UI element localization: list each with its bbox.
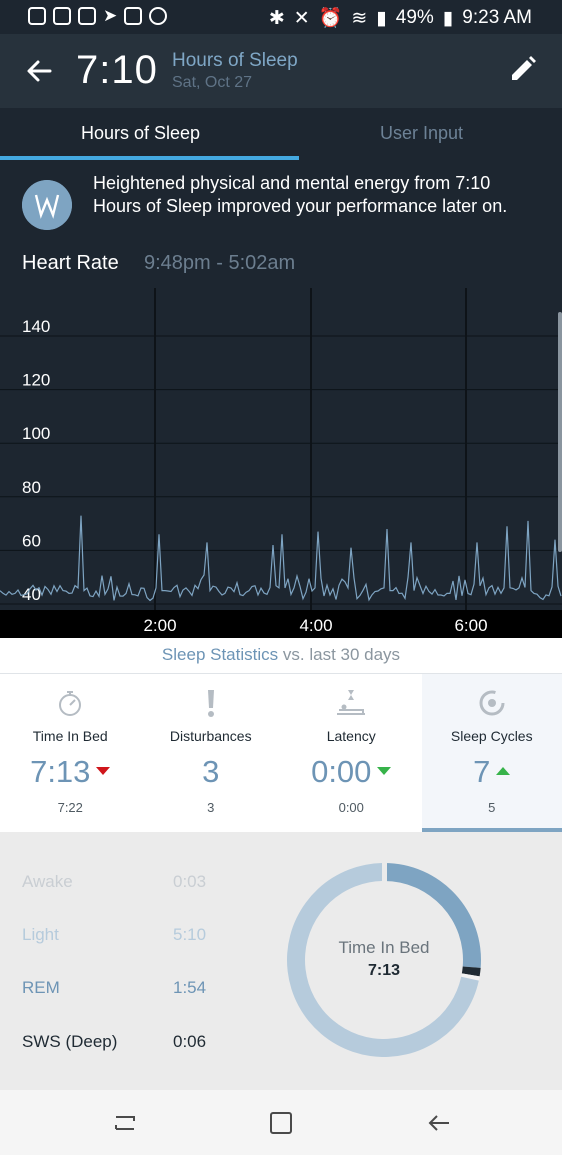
- stat-label: Latency: [326, 728, 376, 744]
- insight-text: Heightened physical and mental energy fr…: [93, 173, 508, 216]
- edit-pencil-icon[interactable]: [508, 54, 538, 84]
- heart-rate-line: [0, 515, 562, 602]
- wifi-icon: ≋: [351, 7, 368, 29]
- chart-scrollbar[interactable]: [558, 312, 562, 552]
- back-arrow-icon[interactable]: [22, 54, 56, 88]
- stat-value: 7: [422, 754, 562, 790]
- hourglass-bed-icon: [337, 690, 366, 715]
- stage-label: Awake: [22, 872, 73, 891]
- stat-compare: 3: [207, 800, 215, 815]
- clock: 9:23 AM: [462, 7, 532, 28]
- instagram-icon: [53, 7, 71, 25]
- trend-up-icon: [496, 766, 511, 775]
- stat-value: 0:00: [281, 754, 422, 790]
- mute-icon: ✕: [293, 7, 310, 29]
- sleep-duration: 7:10: [76, 48, 158, 92]
- stat-time-in-bed[interactable]: Time In Bed 7:13 7:22: [0, 674, 141, 832]
- chart-x-tick-label: 6:00: [454, 616, 487, 635]
- stat-value-text: 7:13: [30, 754, 91, 789]
- donut-gap: [382, 852, 387, 882]
- stage-value: 1:54: [173, 978, 207, 997]
- sleep-statistics-subtitle: vs. last 30 days: [282, 645, 401, 664]
- chart-x-tick-label: 2:00: [143, 616, 176, 635]
- stage-label: Light: [22, 925, 59, 944]
- instagram-icon: [28, 7, 46, 25]
- signal-icon: ▮: [376, 7, 387, 29]
- sleep-stage-donut[interactable]: [276, 852, 492, 1068]
- do-not-disturb-icon: [149, 7, 168, 25]
- back-icon[interactable]: [424, 1108, 454, 1138]
- stage-label: REM: [22, 978, 60, 997]
- insight-card: Heightened physical and mental energy fr…: [0, 160, 562, 250]
- chart-y-tick-label: 60: [22, 531, 41, 550]
- chart-x-axis-band: [0, 610, 562, 638]
- status-bar: ➤ ✱ ✕ ⏰ ≋ ▮ 49% ▮ 9:23 AM: [0, 0, 562, 34]
- exclamation-icon: [207, 690, 214, 717]
- stage-value: 5:10: [173, 925, 207, 944]
- tab-user-input[interactable]: User Input: [379, 123, 464, 143]
- donut-segment-awake: [461, 973, 480, 981]
- trend-down-icon: [96, 766, 111, 775]
- chart-y-tick-label: 100: [22, 424, 50, 443]
- cycle-icon: [479, 690, 505, 716]
- trend-down-icon: [377, 766, 392, 775]
- chart-y-tick-label: 140: [22, 317, 50, 336]
- stat-value: 3: [202, 754, 220, 789]
- battery-icon: ▮: [442, 7, 454, 29]
- system-icons: ✱ ✕ ⏰ ≋ ▮ 49% ▮ 9:23 AM: [269, 6, 532, 30]
- instagram-icon: [78, 7, 96, 25]
- sleep-statistics-header: Sleep Statistics vs. last 30 days: [0, 638, 562, 674]
- active-tab-indicator: [0, 156, 299, 160]
- chart-y-tick-label: 120: [22, 371, 50, 390]
- page-title: Hours of Sleep: [172, 50, 298, 71]
- donut-segment-rem: [384, 863, 481, 968]
- tab-hours-of-sleep[interactable]: Hours of Sleep: [80, 123, 201, 143]
- tab-bar: Hours of Sleep User Input: [0, 108, 562, 160]
- stage-value: 0:06: [173, 1032, 207, 1051]
- stat-compare: 5: [488, 800, 496, 815]
- sleep-statistics-title: Sleep Statistics: [161, 645, 279, 664]
- page-date: Sat, Oct 27: [172, 74, 253, 91]
- app-header: 7:10 Hours of Sleep Sat, Oct 27: [0, 34, 562, 108]
- stat-value: 7:13: [0, 754, 141, 790]
- recent-apps-icon[interactable]: [110, 1108, 140, 1138]
- donut-segment-sws: [461, 966, 481, 977]
- donut-label: Time In Bed: [338, 938, 430, 957]
- activity-icon: [124, 7, 143, 25]
- stat-compare: 7:22: [57, 800, 83, 815]
- android-nav-bar: [0, 1090, 562, 1155]
- sleep-stats-cards: Time In Bed 7:13 7:22 Disturbances 3 3 L…: [0, 674, 562, 832]
- stat-latency[interactable]: Latency 0:00 0:00: [281, 674, 422, 832]
- stat-value-text: 0:00: [311, 754, 372, 789]
- donut-value: 7:13: [367, 962, 401, 979]
- stat-label: Disturbances: [169, 728, 252, 744]
- stat-sleep-cycles[interactable]: Sleep Cycles 7 5: [421, 674, 562, 832]
- stat-label: Sleep Cycles: [450, 728, 533, 744]
- stage-value: 0:03: [173, 872, 207, 891]
- stat-disturbances[interactable]: Disturbances 3 3: [141, 674, 282, 832]
- home-icon[interactable]: [266, 1108, 296, 1138]
- heart-rate-range: 9:48pm - 5:02am: [144, 252, 296, 274]
- chart-x-tick-label: 4:00: [299, 616, 332, 635]
- alarm-icon: ⏰: [318, 8, 343, 29]
- sleep-stage-breakdown: Awake 0:03 Light 5:10 REM 1:54 SWS (Deep…: [0, 832, 562, 1090]
- prime-icon: ➤: [103, 6, 118, 25]
- whoop-logo-icon: [22, 180, 72, 230]
- stopwatch-icon: [59, 691, 82, 716]
- stage-label: SWS (Deep): [22, 1032, 118, 1051]
- battery-percent: 49%: [395, 7, 434, 28]
- stat-compare: 0:00: [338, 800, 364, 815]
- heart-rate-title: Heart Rate: [22, 252, 119, 274]
- stat-value-text: 7: [473, 754, 491, 789]
- chart-y-tick-label: 80: [22, 478, 41, 497]
- notification-icons: ➤: [28, 6, 168, 25]
- heart-rate-chart: 40 60 80 100 120 140 2:00 4:00 6:00: [0, 288, 562, 638]
- stat-label: Time In Bed: [32, 728, 108, 744]
- bluetooth-icon: ✱: [268, 7, 285, 29]
